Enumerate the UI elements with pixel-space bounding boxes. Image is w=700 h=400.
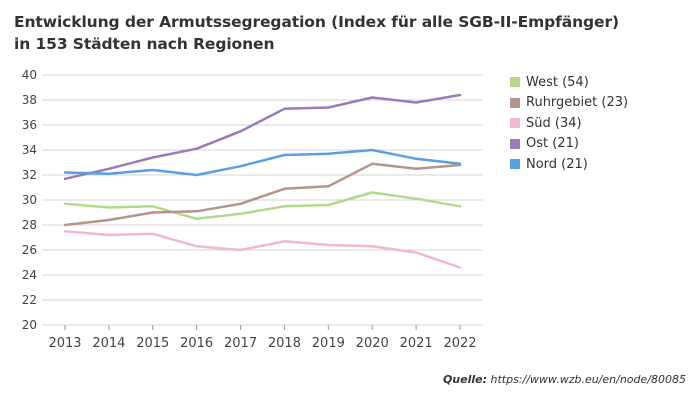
y-tick-label: 24 (22, 268, 37, 282)
x-tick-label: 2020 (356, 336, 389, 351)
x-tick-label: 2018 (268, 336, 301, 351)
legend-swatch (510, 138, 520, 149)
legend-label: Nord (21) (526, 156, 588, 172)
legend-item: Nord (21) (510, 154, 628, 175)
legend-item: West (54) (510, 72, 628, 93)
gridlines (42, 74, 483, 326)
legend-swatch (510, 77, 520, 88)
source-label: Quelle: (442, 373, 487, 386)
legend-label: West (54) (526, 74, 589, 90)
x-tick-label: 2014 (92, 336, 125, 351)
y-tick-label: 34 (22, 143, 37, 157)
chart-title-line-2: in 153 Städten nach Regionen (14, 35, 275, 53)
legend: West (54) Ruhrgebiet (23) Süd (34) Ost (21)… (510, 72, 628, 175)
x-axis-ticks: 2013 2014 2015 2016 2017 2018 2019 2020 2021 2022 (48, 325, 477, 351)
legend-swatch (510, 159, 520, 170)
series-line-2 (63, 162, 462, 227)
source-url: https://www.wzb.eu/en/node/80085 (490, 373, 686, 386)
y-tick-label: 26 (22, 243, 37, 257)
x-tick-label: 2016 (180, 336, 213, 351)
x-tick-label: 2017 (224, 336, 257, 351)
legend-item: Ost (21) (510, 134, 628, 155)
legend-label: Ost (21) (526, 136, 579, 152)
series-line-4 (63, 93, 462, 181)
legend-swatch (510, 118, 520, 129)
x-tick-label: 2019 (312, 336, 345, 351)
x-tick-label: 2022 (443, 336, 476, 351)
legend-item: Süd (34) (510, 113, 628, 134)
legend-label: Süd (34) (526, 115, 582, 131)
legend-item: Ruhrgebiet (23) (510, 93, 628, 114)
y-tick-label: 20 (22, 318, 37, 332)
x-tick-label: 2021 (400, 336, 433, 351)
legend-label: Ruhrgebiet (23) (526, 95, 629, 111)
chart-title-line-1: Entwicklung der Armutssegregation (Index… (14, 13, 619, 31)
y-tick-label: 22 (22, 293, 37, 307)
chart-title: Entwicklung der Armutssegregation (Index… (14, 11, 619, 55)
series-lines (63, 93, 462, 269)
y-tick-label: 38 (22, 93, 37, 107)
legend-swatch (510, 97, 520, 108)
y-tick-label: 36 (22, 118, 37, 132)
x-tick-label: 2015 (136, 336, 169, 351)
y-tick-label: 28 (22, 218, 37, 232)
series-line-5 (63, 148, 462, 177)
series-line-3 (63, 230, 462, 269)
series-line-1 (63, 191, 462, 221)
source-note: Quelle: https://www.wzb.eu/en/node/80085 (443, 373, 686, 386)
x-tick-label: 2013 (48, 336, 81, 351)
y-tick-label: 32 (22, 168, 37, 182)
y-tick-label: 30 (22, 193, 37, 207)
y-tick-label: 40 (22, 68, 37, 82)
y-axis-ticks: 20 22 24 26 28 30 32 34 36 38 40 (22, 68, 37, 332)
